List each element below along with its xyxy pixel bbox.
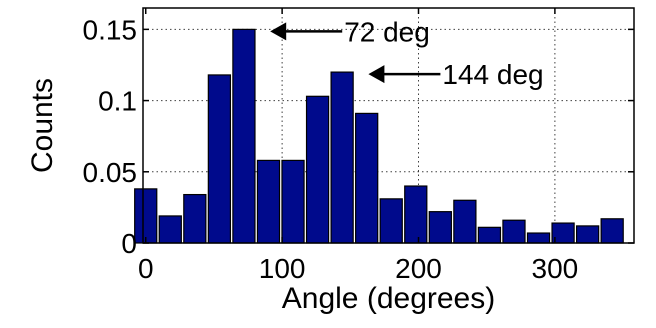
bar	[256, 159, 281, 244]
bar	[330, 71, 354, 244]
bars	[134, 28, 624, 244]
bar	[355, 112, 379, 244]
bar	[600, 218, 624, 244]
annotation-label: 144 deg	[442, 59, 543, 90]
bar	[453, 199, 477, 244]
bar	[404, 185, 428, 244]
bar	[281, 159, 305, 244]
arrow-head-icon	[270, 22, 287, 41]
annotations: 72 deg 144 deg	[270, 16, 544, 90]
bar	[526, 232, 551, 244]
ticks	[143, 8, 634, 244]
x-tick-label: 200	[395, 253, 442, 284]
bar	[232, 28, 256, 244]
annotation-label: 72 deg	[344, 16, 430, 47]
plot-frame	[142, 7, 635, 244]
x-axis-label: Angle (degrees)	[282, 282, 495, 315]
bar	[502, 219, 526, 244]
bar	[477, 226, 502, 244]
arrow-head-icon	[368, 65, 385, 84]
y-tick-label: 0.1	[98, 86, 137, 117]
y-tick-label: 0.05	[83, 157, 138, 188]
bar	[158, 215, 182, 244]
x-tick-label: 300	[532, 253, 579, 284]
y-axis-label: Counts	[26, 78, 59, 173]
x-tick-label: 0	[138, 253, 154, 284]
bar	[575, 225, 600, 244]
bar	[183, 193, 207, 244]
bar	[134, 188, 158, 244]
x-tick-label: 100	[259, 253, 306, 284]
bar	[379, 198, 403, 244]
y-tick-labels: 0 0.05 0.1 0.15	[83, 14, 138, 259]
y-tick-label: 0	[121, 228, 137, 259]
bar	[207, 74, 232, 244]
y-tick-label: 0.15	[83, 14, 138, 45]
bar	[428, 211, 452, 244]
bar	[305, 95, 330, 244]
x-tick-labels: 0 100 200 300	[138, 253, 578, 284]
